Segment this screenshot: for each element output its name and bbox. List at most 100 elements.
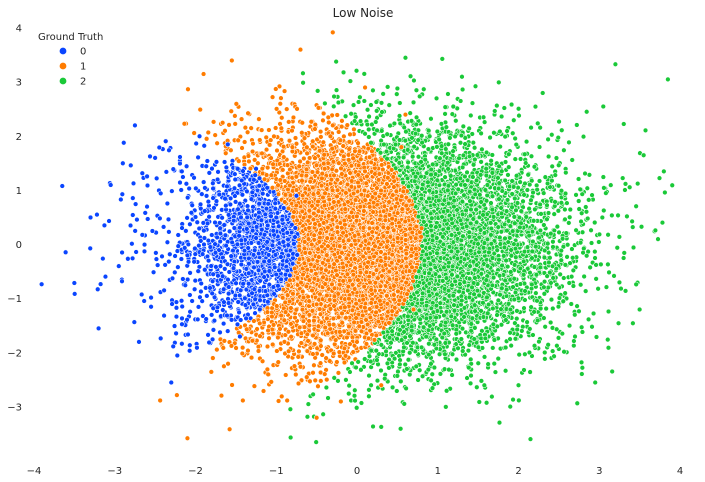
scatter-point-series-2: [578, 324, 585, 330]
scatter-point-series-2: [384, 84, 391, 90]
scatter-point-series-1: [277, 121, 283, 127]
scatter-point-series-2: [354, 405, 360, 411]
scatter-point-series-2: [567, 206, 573, 213]
scatter-point-series-2: [609, 212, 615, 219]
scatter-point-series-0: [194, 219, 200, 225]
scatter-point-series-0: [179, 341, 185, 347]
scatter-point-series-2: [590, 310, 597, 317]
scatter-point-series-2: [550, 305, 556, 312]
scatter-point-series-0: [129, 255, 136, 262]
scatter-point-series-2: [364, 107, 371, 113]
scatter-point-series-2: [615, 320, 622, 326]
scatter-point-series-2: [366, 126, 372, 133]
scatter-point-series-2: [415, 377, 421, 383]
scatter-point-series-0: [164, 200, 171, 207]
scatter-point-series-2: [549, 132, 555, 138]
scatter-point-series-0: [187, 221, 193, 227]
scatter-point-series-0: [183, 181, 190, 187]
scatter-point-series-2: [556, 118, 562, 125]
scatter-point-series-2: [545, 136, 551, 143]
scatter-point-series-1: [351, 126, 357, 132]
scatter-point-series-0: [252, 310, 258, 316]
scatter-point-series-2: [394, 388, 400, 394]
scatter-point-series-2: [387, 122, 393, 129]
scatter-point-series-0: [228, 253, 234, 259]
scatter-point-series-1: [233, 101, 240, 107]
scatter-point-series-2: [397, 100, 403, 106]
scatter-point-series-2: [603, 284, 610, 290]
scatter-point-series-1: [229, 382, 235, 388]
scatter-point-series-2: [352, 387, 358, 393]
scatter-point-series-2: [310, 391, 316, 398]
scatter-point-series-0: [179, 315, 185, 322]
scatter-point-series-0: [177, 160, 183, 167]
scatter-point-series-2: [475, 360, 481, 366]
scatter-point-series-2: [630, 244, 637, 251]
scatter-point-series-0: [195, 304, 202, 310]
scatter-point-series-2: [659, 219, 666, 226]
scatter-point-series-2: [516, 113, 522, 119]
scatter-point-series-2: [502, 159, 509, 165]
scatter-point-series-2: [502, 221, 508, 227]
scatter-point-series-0: [130, 180, 137, 187]
scatter-point-series-0: [173, 305, 180, 311]
scatter-point-series-2: [358, 400, 365, 406]
scatter-point-series-0: [106, 218, 112, 224]
scatter-point-series-1: [318, 378, 324, 384]
scatter-point-series-2: [517, 156, 524, 162]
scatter-point-series-2: [487, 134, 493, 141]
scatter-point-series-0: [172, 269, 178, 276]
scatter-point-series-2: [592, 219, 598, 226]
scatter-point-series-2: [449, 372, 455, 378]
scatter-point-series-0: [210, 327, 217, 333]
scatter-point-series-2: [624, 213, 630, 220]
scatter-point-series-2: [374, 377, 381, 384]
scatter-point-series-2: [564, 254, 570, 260]
scatter-point-series-0: [195, 154, 201, 161]
scatter-point-series-2: [583, 204, 589, 210]
scatter-point-series-2: [655, 236, 661, 242]
scatter-point-series-2: [428, 116, 434, 122]
scatter-point-series-2: [331, 103, 337, 110]
scatter-point-series-2: [662, 189, 668, 196]
scatter-point-series-2: [629, 218, 635, 225]
scatter-point-series-1: [317, 311, 324, 317]
scatter-point-series-2: [429, 371, 435, 377]
scatter-point-series-2: [548, 296, 555, 303]
scatter-point-series-1: [315, 383, 321, 389]
scatter-point-series-2: [605, 261, 611, 267]
scatter-point-series-1: [238, 116, 245, 122]
scatter-point-series-1: [185, 86, 191, 92]
scatter-point-series-0: [225, 328, 231, 334]
scatter-point-series-1: [157, 397, 163, 404]
scatter-point-series-2: [599, 214, 606, 221]
scatter-point-series-2: [585, 316, 592, 323]
plot-area: [38, 29, 675, 445]
scatter-point-series-0: [211, 317, 218, 324]
scatter-point-series-0: [213, 159, 220, 165]
scatter-point-series-2: [596, 239, 602, 245]
scatter-point-series-2: [501, 105, 507, 111]
scatter-point-series-2: [530, 332, 536, 338]
scatter-point-series-2: [620, 255, 627, 261]
scatter-point-series-2: [588, 240, 595, 246]
scatter-point-series-2: [635, 180, 641, 187]
scatter-point-series-2: [528, 124, 534, 131]
scatter-point-series-0: [200, 313, 206, 319]
scatter-point-series-2: [571, 342, 577, 349]
scatter-point-series-2: [541, 190, 547, 196]
scatter-point-series-2: [614, 245, 620, 251]
scatter-point-series-1: [317, 148, 323, 154]
scatter-point-series-2: [494, 102, 500, 109]
scatter-point-series-2: [511, 117, 517, 123]
scatter-point-series-2: [542, 349, 548, 356]
scatter-point-series-1: [283, 372, 289, 378]
scatter-point-series-0: [125, 256, 131, 262]
scatter-point-series-2: [437, 371, 444, 377]
scatter-point-series-1: [239, 145, 245, 151]
scatter-point-series-2: [407, 73, 414, 79]
scatter-point-series-0: [167, 251, 173, 257]
scatter-point-series-2: [586, 172, 593, 178]
